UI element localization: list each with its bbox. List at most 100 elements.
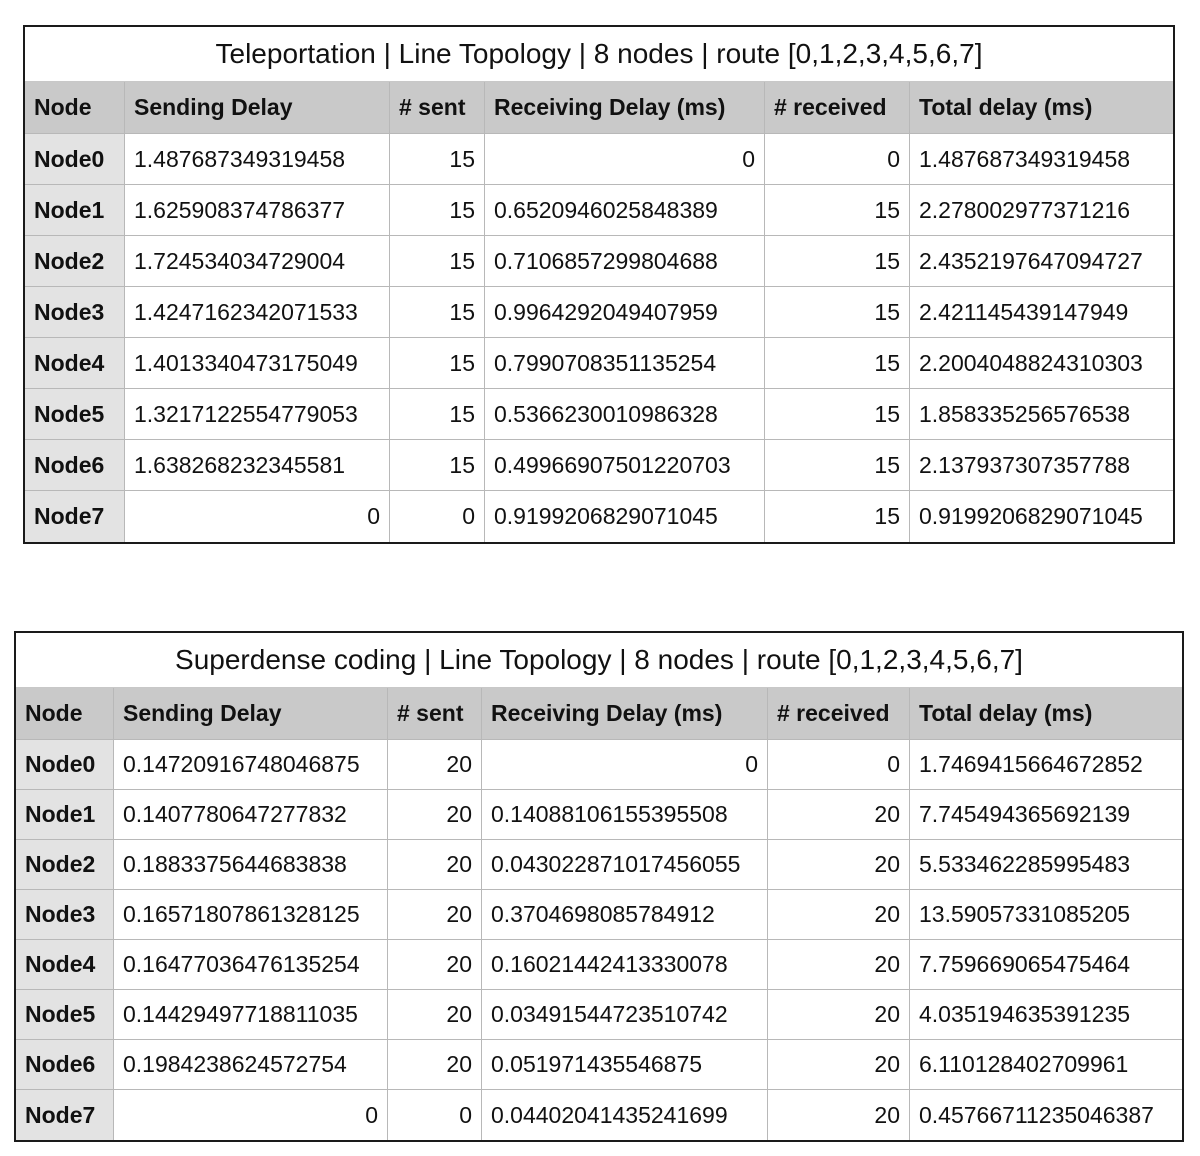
table-row: Node2 0.1883375644683838 20 0.0430228710174… bbox=[16, 840, 1182, 890]
header-sent: # sent bbox=[390, 82, 485, 133]
table-row: Node4 0.16477036476135254 20 0.160214424133… bbox=[16, 940, 1182, 990]
sending-delay-cell: 1.4247162342071533 bbox=[125, 287, 390, 337]
table-title: Teleportation | Line Topology | 8 nodes … bbox=[25, 27, 1173, 82]
node-cell: Node0 bbox=[25, 134, 125, 184]
table-row: Node5 0.14429497718811035 20 0.034915447235… bbox=[16, 990, 1182, 1040]
header-total-delay: Total delay (ms) bbox=[919, 94, 1093, 120]
sending-delay-cell: 0.1407780647277832 bbox=[114, 790, 388, 839]
sent-cell: 15 bbox=[390, 236, 485, 286]
header-received: # received bbox=[768, 688, 910, 739]
sent-cell: 20 bbox=[388, 740, 482, 789]
received-cell: 15 bbox=[765, 287, 910, 337]
table-title: Superdense coding | Line Topology | 8 no… bbox=[16, 633, 1182, 688]
header-total-delay: Total delay (ms) bbox=[919, 700, 1093, 726]
sending-delay-cell: 0.14720916748046875 bbox=[114, 740, 388, 789]
node-cell: Node3 bbox=[25, 287, 125, 337]
received-cell: 15 bbox=[765, 491, 910, 542]
node-cell: Node0 bbox=[16, 740, 114, 789]
total-delay-cell: 4.035194635391235 bbox=[919, 1001, 1131, 1027]
total-delay-cell: 1.7469415664672852 bbox=[919, 751, 1143, 777]
node-cell: Node6 bbox=[25, 440, 125, 490]
sent-cell: 15 bbox=[390, 338, 485, 388]
table-row: Node2 1.724534034729004 15 0.71068572998046… bbox=[25, 236, 1173, 287]
node-cell: Node2 bbox=[16, 840, 114, 889]
table-row: Node1 0.1407780647277832 20 0.1408810615539… bbox=[16, 790, 1182, 840]
table-row: Node1 1.625908374786377 15 0.65209460258483… bbox=[25, 185, 1173, 236]
receiving-delay-cell: 0.04402041435241699 bbox=[482, 1090, 768, 1140]
node-cell: Node5 bbox=[16, 990, 114, 1039]
table-row: Node0 1.487687349319458 15 0 0 1.487687349319… bbox=[25, 134, 1173, 185]
node-cell: Node7 bbox=[25, 491, 125, 542]
sent-cell: 20 bbox=[388, 940, 482, 989]
received-cell: 20 bbox=[768, 890, 910, 939]
table-row: Node3 0.16571807861328125 20 0.370469808578… bbox=[16, 890, 1182, 940]
table-row: Node3 1.4247162342071533 15 0.9964292049407… bbox=[25, 287, 1173, 338]
node-cell: Node5 bbox=[25, 389, 125, 439]
total-delay-cell: 2.2004048824310303 bbox=[919, 349, 1143, 376]
sent-cell: 20 bbox=[388, 990, 482, 1039]
receiving-delay-cell: 0.03491544723510742 bbox=[482, 990, 768, 1039]
total-delay-cell: 1.487687349319458 bbox=[919, 145, 1131, 172]
sent-cell: 20 bbox=[388, 1040, 482, 1089]
total-delay-cell: 6.110128402709961 bbox=[919, 1051, 1129, 1077]
sent-cell: 15 bbox=[390, 440, 485, 490]
sent-cell: 15 bbox=[390, 185, 485, 235]
node-cell: Node7 bbox=[16, 1090, 114, 1140]
receiving-delay-cell: 0.3704698085784912 bbox=[482, 890, 768, 939]
total-delay-cell: 7.759669065475464 bbox=[919, 951, 1131, 977]
node-cell: Node2 bbox=[25, 236, 125, 286]
sent-cell: 0 bbox=[390, 491, 485, 542]
receiving-delay-cell: 0.043022871017456055 bbox=[482, 840, 768, 889]
header-node: Node bbox=[16, 688, 114, 739]
table-row: Node6 1.638268232345581 15 0.49966907501220… bbox=[25, 440, 1173, 491]
header-receiving-delay: Receiving Delay (ms) bbox=[482, 688, 768, 739]
sent-cell: 20 bbox=[388, 840, 482, 889]
receiving-delay-cell: 0.7990708351135254 bbox=[485, 338, 765, 388]
sending-delay-cell: 0.1984238624572754 bbox=[114, 1040, 388, 1089]
total-delay-cell: 2.137937307357788 bbox=[919, 451, 1131, 478]
sending-delay-cell: 0.14429497718811035 bbox=[114, 990, 388, 1039]
header-sending-delay: Sending Delay bbox=[114, 688, 388, 739]
received-cell: 20 bbox=[768, 990, 910, 1039]
receiving-delay-cell: 0.5366230010986328 bbox=[485, 389, 765, 439]
receiving-delay-cell: 0.6520946025848389 bbox=[485, 185, 765, 235]
receiving-delay-cell: 0 bbox=[482, 740, 768, 789]
sending-delay-cell: 0 bbox=[125, 491, 390, 542]
sending-delay-cell: 1.4013340473175049 bbox=[125, 338, 390, 388]
total-delay-cell: 13.59057331085205 bbox=[919, 901, 1131, 927]
node-cell: Node4 bbox=[25, 338, 125, 388]
total-delay-cell: 2.278002977371216 bbox=[919, 196, 1131, 223]
sending-delay-cell: 1.638268232345581 bbox=[125, 440, 390, 490]
total-delay-cell: 5.533462285995483 bbox=[919, 851, 1131, 877]
received-cell: 20 bbox=[768, 940, 910, 989]
total-delay-cell: 2.421145439147949 bbox=[919, 298, 1129, 325]
received-cell: 15 bbox=[765, 236, 910, 286]
received-cell: 20 bbox=[768, 790, 910, 839]
header-received: # received bbox=[765, 82, 910, 133]
receiving-delay-cell: 0.9199206829071045 bbox=[485, 491, 765, 542]
received-cell: 15 bbox=[765, 440, 910, 490]
total-delay-cell: 0.9199206829071045 bbox=[919, 503, 1143, 529]
sending-delay-cell: 0.16477036476135254 bbox=[114, 940, 388, 989]
node-cell: Node3 bbox=[16, 890, 114, 939]
table-row: Node4 1.4013340473175049 15 0.7990708351135… bbox=[25, 338, 1173, 389]
receiving-delay-cell: 0.7106857299804688 bbox=[485, 236, 765, 286]
received-cell: 15 bbox=[765, 185, 910, 235]
receiving-delay-cell: 0.16021442413330078 bbox=[482, 940, 768, 989]
received-cell: 20 bbox=[768, 840, 910, 889]
receiving-delay-cell: 0.14088106155395508 bbox=[482, 790, 768, 839]
teleportation-table: Teleportation | Line Topology | 8 nodes … bbox=[23, 25, 1175, 544]
sent-cell: 20 bbox=[388, 790, 482, 839]
sending-delay-cell: 1.625908374786377 bbox=[125, 185, 390, 235]
total-delay-cell: 1.858335256576538 bbox=[919, 400, 1131, 427]
node-cell: Node4 bbox=[16, 940, 114, 989]
received-cell: 20 bbox=[768, 1040, 910, 1089]
receiving-delay-cell: 0 bbox=[485, 134, 765, 184]
received-cell: 0 bbox=[765, 134, 910, 184]
header-row: Node Sending Delay # sent Receiving Dela… bbox=[25, 82, 1173, 134]
received-cell: 15 bbox=[765, 389, 910, 439]
received-cell: 15 bbox=[765, 338, 910, 388]
header-sending-delay: Sending Delay bbox=[125, 82, 390, 133]
header-row: Node Sending Delay # sent Receiving Dela… bbox=[16, 688, 1182, 740]
total-delay-cell: 0.45766711235046387 bbox=[919, 1101, 1154, 1128]
